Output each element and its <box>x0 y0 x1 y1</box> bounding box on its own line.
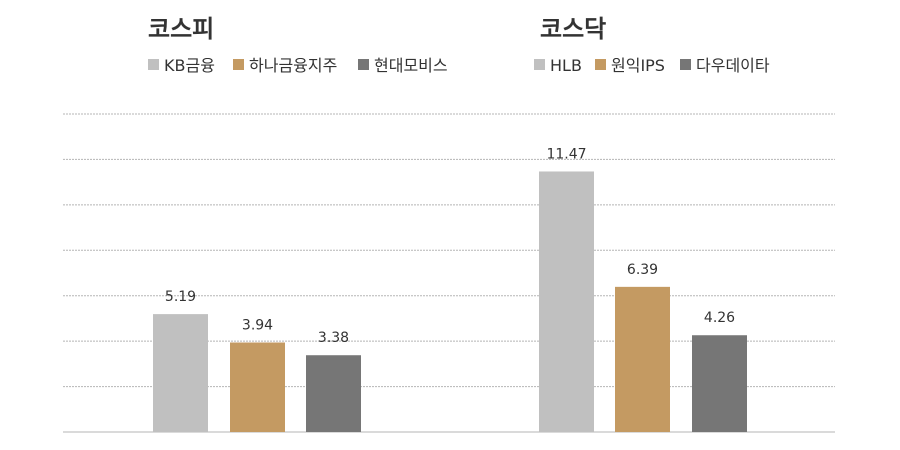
data-label: 5.19 <box>165 289 196 305</box>
legend-label: 다우데이타 <box>696 56 770 75</box>
bar <box>153 314 208 432</box>
data-label: 6.39 <box>627 262 658 278</box>
chart-title-kospi: 코스피 <box>148 15 214 43</box>
data-label: 4.26 <box>704 310 735 326</box>
legend-label: 하나금융지주 <box>249 56 337 75</box>
legend-swatch <box>358 59 369 70</box>
bar <box>306 355 361 432</box>
data-label: 3.94 <box>242 318 273 334</box>
legend-swatch <box>233 59 244 70</box>
legend-label: HLB <box>550 56 582 75</box>
legend-swatch <box>595 59 606 70</box>
legend-label: 원익IPS <box>611 56 665 75</box>
legend-swatch <box>680 59 691 70</box>
bar <box>692 335 747 432</box>
chart-title-kosdaq: 코스닥 <box>540 15 606 43</box>
legend-label: 현대모비스 <box>374 56 448 75</box>
bar <box>539 171 594 432</box>
legend-label: KB금융 <box>164 56 215 75</box>
legend-swatch <box>534 59 545 70</box>
legend-swatch <box>148 59 159 70</box>
data-label: 3.38 <box>318 330 349 346</box>
data-label: 11.47 <box>546 146 586 162</box>
bar <box>230 342 285 432</box>
bar <box>615 286 670 432</box>
